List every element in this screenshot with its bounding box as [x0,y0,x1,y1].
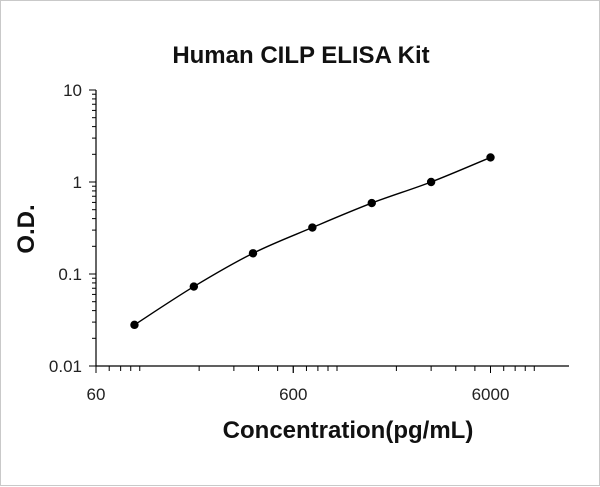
x-tick-label: 6000 [472,385,510,404]
data-point [189,282,199,291]
data-point [130,320,139,330]
y-axis-title: O.D. [13,204,40,253]
x-axis-title: Concentration(pg/mL) [223,417,474,444]
x-tick-label: 60 [87,385,106,404]
y-tick-label: 0.01 [49,357,82,376]
tick-labels: 60 600 6000 0.01 0.1 1 10 [49,81,510,404]
x-tick-label: 600 [279,385,307,404]
data-point [308,223,317,232]
trend-curve-layer [134,156,491,326]
trend-curve [134,156,491,326]
chart-title: Human CILP ELISA Kit [172,42,429,69]
data-point [426,177,436,187]
y-tick-label: 0.1 [58,265,82,284]
data-points-layer [130,153,495,330]
data-point [367,198,376,208]
axes [89,89,569,373]
y-tick-label: 10 [63,81,82,100]
data-point [486,153,495,162]
y-tick-label: 1 [73,173,82,192]
data-point [248,249,258,258]
